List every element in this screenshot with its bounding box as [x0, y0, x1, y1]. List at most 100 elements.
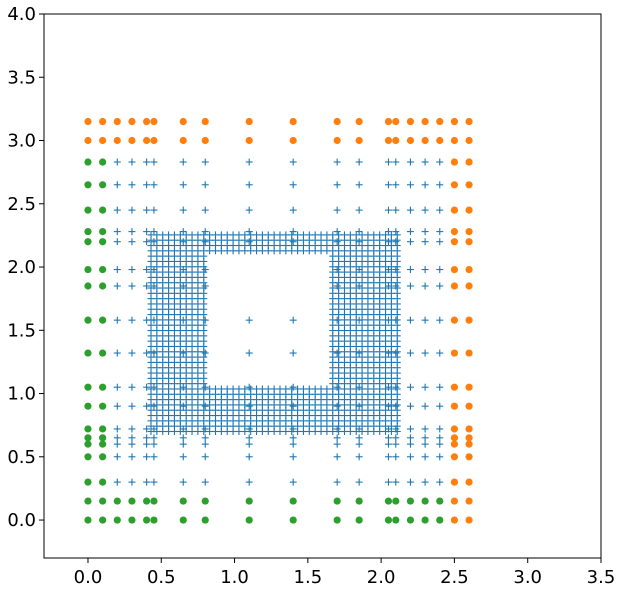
- green-point: [179, 497, 187, 505]
- plus-marker: [143, 383, 151, 391]
- plus-marker: [201, 238, 209, 246]
- plus-marker: [421, 440, 429, 448]
- plus-marker: [270, 231, 278, 239]
- plus-marker: [436, 228, 444, 236]
- plus-marker: [436, 402, 444, 410]
- orange-point: [113, 117, 121, 126]
- green-point: [201, 497, 209, 505]
- plus-marker: [406, 402, 414, 410]
- y-tick-label: 1.5: [7, 320, 36, 341]
- green-point: [84, 238, 92, 246]
- green-point: [179, 516, 187, 524]
- green-point: [406, 497, 415, 505]
- plus-marker: [143, 206, 151, 214]
- orange-point: [450, 516, 459, 524]
- plus-marker: [258, 231, 266, 239]
- plus-marker: [201, 440, 209, 448]
- orange-point: [179, 117, 187, 126]
- orange-point: [421, 117, 429, 126]
- green-point: [421, 497, 429, 505]
- plus-marker: [245, 228, 253, 236]
- plus-marker: [150, 181, 158, 189]
- green-point: [84, 434, 92, 442]
- orange-point: [450, 238, 459, 246]
- orange-point: [465, 316, 473, 324]
- plus-marker: [289, 434, 297, 442]
- orange-point: [450, 425, 459, 433]
- x-tick-label: 0.0: [74, 567, 103, 588]
- plus-marker: [143, 282, 151, 290]
- plus-marker: [289, 349, 297, 357]
- green-point: [406, 516, 415, 524]
- plus-marker: [299, 231, 307, 239]
- plus-marker: [421, 158, 429, 166]
- plus-marker: [384, 383, 392, 391]
- plus-marker: [421, 238, 429, 246]
- green-point: [384, 516, 393, 524]
- orange-point: [392, 117, 400, 126]
- plus-marker: [421, 383, 429, 391]
- plus-marker: [179, 453, 187, 461]
- plus-marker: [421, 349, 429, 357]
- plus-marker: [253, 385, 261, 393]
- plus-marker: [143, 158, 151, 166]
- plus-marker: [436, 181, 444, 189]
- plus-marker: [128, 453, 136, 461]
- plus-marker: [406, 383, 414, 391]
- plus-marker: [206, 231, 214, 239]
- orange-point: [465, 181, 473, 189]
- plus-marker: [352, 231, 360, 239]
- green-point: [333, 516, 341, 524]
- plus-marker: [143, 453, 151, 461]
- orange-point: [128, 136, 136, 145]
- plus-marker: [150, 383, 158, 391]
- plus-marker: [128, 238, 136, 246]
- plus-marker: [294, 385, 302, 393]
- plus-marker: [384, 453, 392, 461]
- x-tick-label: 3.0: [513, 567, 542, 588]
- plus-marker: [143, 349, 151, 357]
- x-tick-label: 1.5: [294, 567, 323, 588]
- orange-point: [465, 516, 473, 524]
- plus-marker: [392, 238, 400, 246]
- plus-marker: [270, 385, 278, 393]
- plus-marker: [128, 434, 136, 442]
- plus-marker: [288, 231, 296, 239]
- plus-marker: [128, 158, 136, 166]
- plus-marker: [392, 440, 400, 448]
- plus-marker: [113, 181, 121, 189]
- plus-marker: [384, 440, 392, 448]
- green-point: [84, 349, 92, 357]
- plus-marker: [201, 383, 209, 391]
- plus-marker: [436, 478, 444, 486]
- orange-point: [143, 136, 151, 145]
- plus-marker: [113, 349, 121, 357]
- plus-marker: [179, 478, 187, 486]
- plus-marker: [436, 383, 444, 391]
- plus-marker: [143, 266, 151, 274]
- plus-marker: [217, 231, 225, 239]
- plus-marker: [317, 231, 325, 239]
- green-point: [99, 282, 107, 290]
- orange-point: [392, 136, 400, 145]
- green-point: [436, 497, 444, 505]
- plus-marker: [179, 349, 187, 357]
- plus-marker: [370, 231, 378, 239]
- plus-marker: [421, 228, 429, 236]
- orange-point: [201, 136, 209, 145]
- green-point: [84, 228, 92, 236]
- green-point: [99, 206, 107, 214]
- plus-marker: [143, 434, 151, 442]
- plus-marker: [346, 231, 354, 239]
- y-tick-label: 4.0: [7, 4, 36, 25]
- plus-marker: [128, 316, 136, 324]
- plus-marker: [201, 181, 209, 189]
- y-tick-label: 2.5: [7, 194, 36, 215]
- plus-marker: [245, 316, 253, 324]
- orange-point: [450, 265, 459, 274]
- plus-marker: [245, 440, 253, 448]
- plus-marker: [179, 158, 187, 166]
- plus-marker: [276, 231, 284, 239]
- plus-marker: [421, 266, 429, 274]
- plus-marker: [150, 434, 158, 442]
